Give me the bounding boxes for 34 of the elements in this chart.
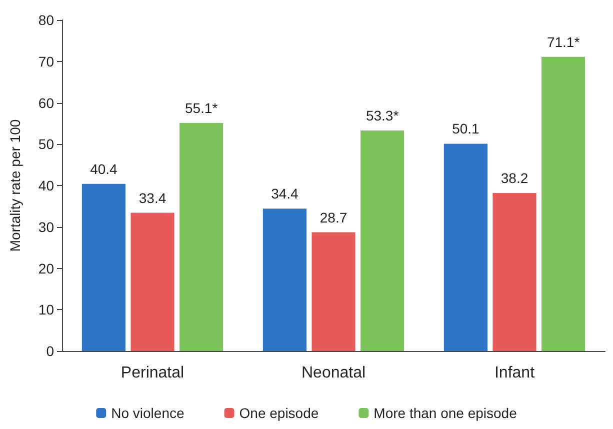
bar xyxy=(444,144,488,351)
x-tick-label: Perinatal xyxy=(120,364,184,382)
y-tick-label: 40 xyxy=(38,178,54,194)
y-tick-label: 20 xyxy=(38,260,54,276)
y-tick-label: 70 xyxy=(38,53,54,70)
bar xyxy=(542,56,586,351)
bar xyxy=(130,212,174,351)
data-label: 50.1 xyxy=(452,120,480,137)
data-label: 53.3* xyxy=(366,107,400,124)
bar xyxy=(492,192,536,351)
data-label: 34.4 xyxy=(271,186,299,202)
x-tick-label: Neonatal xyxy=(301,364,366,382)
y-axis-title: Mortality rate per 100 xyxy=(7,119,23,252)
data-label: 55.1* xyxy=(184,100,218,116)
data-label: 38.2 xyxy=(500,170,528,186)
data-label: 33.4 xyxy=(138,190,166,206)
y-tick-label: 80 xyxy=(38,12,54,28)
bar xyxy=(262,208,306,351)
legend-label: More than one episode xyxy=(374,405,518,421)
bar xyxy=(360,130,404,351)
data-label: 28.7 xyxy=(320,209,348,226)
bar xyxy=(312,232,356,351)
y-tick-label: 50 xyxy=(38,136,54,152)
bar xyxy=(82,184,126,351)
y-tick-label: 10 xyxy=(38,302,54,318)
data-label: 71.1* xyxy=(546,34,580,50)
x-tick-label: Infant xyxy=(494,364,536,382)
legend-label: No violence xyxy=(111,405,184,421)
y-tick-label: 60 xyxy=(38,94,54,111)
data-label: 40.4 xyxy=(90,160,118,177)
legend-label: One episode xyxy=(239,405,319,421)
y-tick-label: 30 xyxy=(38,218,54,235)
y-tick-label: 0 xyxy=(46,343,54,359)
bar xyxy=(180,123,224,351)
